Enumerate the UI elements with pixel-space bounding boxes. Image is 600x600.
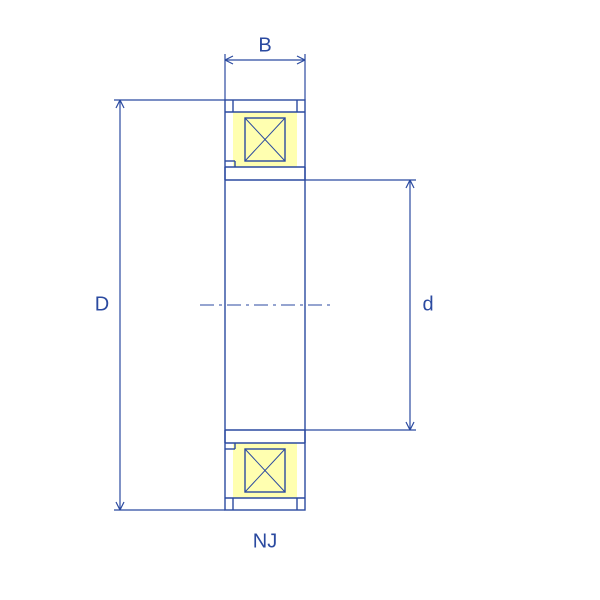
- label-d: d: [422, 293, 433, 315]
- label-D: D: [95, 293, 109, 315]
- dimension-B: [225, 54, 305, 100]
- roller-top: [225, 100, 305, 180]
- label-B: B: [258, 34, 271, 56]
- label-type: NJ: [253, 530, 277, 552]
- roller-bottom: [225, 430, 305, 510]
